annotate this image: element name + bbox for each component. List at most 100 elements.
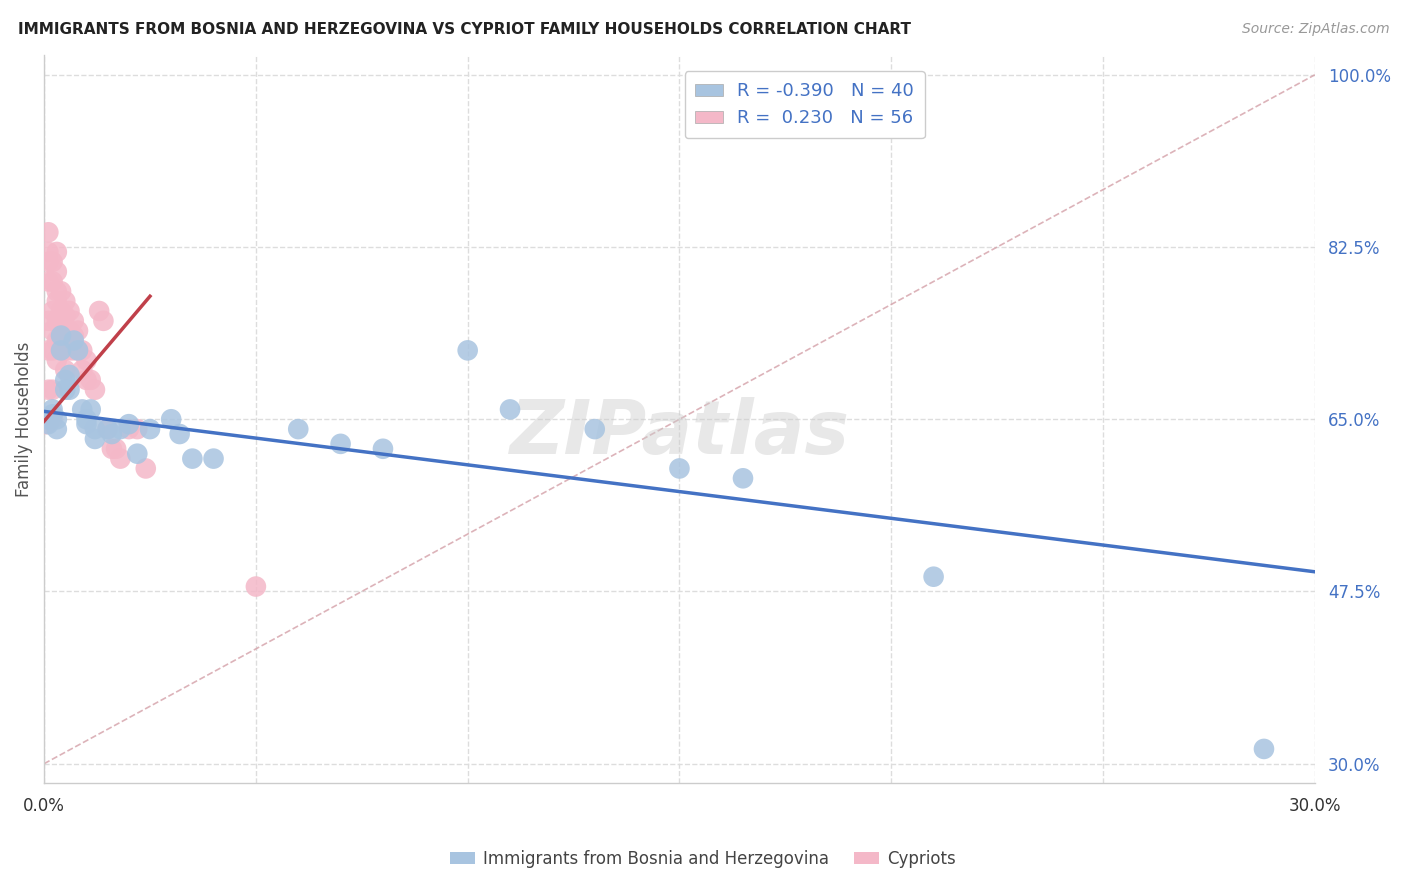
Text: ZIPatlas: ZIPatlas [509,397,849,470]
Point [329,437,352,451]
Point [37,244,59,259]
Text: IMMIGRANTS FROM BOSNIA AND HERZEGOVINA VS CYPRIOT FAMILY HOUSEHOLDS CORRELATION : IMMIGRANTS FROM BOSNIA AND HERZEGOVINA V… [18,22,911,37]
Point [58,324,80,338]
Point [135,461,157,475]
Point [41,304,63,318]
Point [89,304,111,318]
Point [37,254,59,268]
Point [49,343,72,358]
Point [49,285,72,299]
Point [245,580,267,594]
Point [287,422,309,436]
Point [101,427,124,442]
Point [37,412,59,426]
Point [41,402,63,417]
Point [37,314,59,328]
Point [45,265,67,279]
Point [58,368,80,382]
Point [1253,742,1275,756]
Point [371,442,394,456]
Point [53,373,76,387]
Point [70,343,93,358]
Point [160,412,183,426]
Point [110,422,132,436]
Point [583,422,606,436]
Point [70,363,93,377]
Point [84,432,107,446]
Point [45,244,67,259]
Point [97,422,120,436]
Point [41,254,63,268]
Point [53,294,76,309]
Point [62,343,84,358]
Legend: Immigrants from Bosnia and Herzegovina, Cypriots: Immigrants from Bosnia and Herzegovina, … [443,844,963,875]
Legend: R = -0.390   N = 40, R =  0.230   N = 56: R = -0.390 N = 40, R = 0.230 N = 56 [685,71,925,138]
Point [49,328,72,343]
Point [45,314,67,328]
Point [922,570,945,584]
Point [45,285,67,299]
Point [169,427,191,442]
Point [181,451,204,466]
Point [105,442,128,456]
Point [37,417,59,432]
Point [41,275,63,289]
Point [118,422,141,436]
Point [53,324,76,338]
Point [93,314,115,328]
Point [45,334,67,348]
Point [62,334,84,348]
Point [41,412,63,426]
Point [53,309,76,323]
Point [37,383,59,397]
Point [53,363,76,377]
Point [62,314,84,328]
Point [41,407,63,421]
Point [84,383,107,397]
Point [41,324,63,338]
Point [45,412,67,426]
Point [97,422,120,436]
Point [45,353,67,368]
Point [35,412,58,426]
Point [58,304,80,318]
Point [45,294,67,309]
Point [75,412,97,426]
Point [127,447,149,461]
Point [127,422,149,436]
Point [202,451,225,466]
Point [66,324,89,338]
Point [41,383,63,397]
Point [118,417,141,432]
Point [84,422,107,436]
Point [35,417,58,432]
Text: Source: ZipAtlas.com: Source: ZipAtlas.com [1241,22,1389,37]
Point [80,402,103,417]
Point [731,471,754,485]
Point [139,422,162,436]
Point [45,422,67,436]
Point [80,373,103,387]
Point [110,451,132,466]
Point [58,383,80,397]
Point [37,275,59,289]
Point [53,383,76,397]
Point [62,328,84,343]
Point [499,402,522,417]
Point [70,402,93,417]
Point [49,324,72,338]
Point [49,343,72,358]
Point [53,343,76,358]
Point [66,343,89,358]
Point [668,461,690,475]
Point [66,343,89,358]
Point [101,442,124,456]
Point [49,304,72,318]
Point [75,417,97,432]
Point [75,373,97,387]
Point [41,343,63,358]
Point [457,343,479,358]
Y-axis label: Family Households: Family Households [15,342,32,497]
Point [37,343,59,358]
Point [37,225,59,239]
